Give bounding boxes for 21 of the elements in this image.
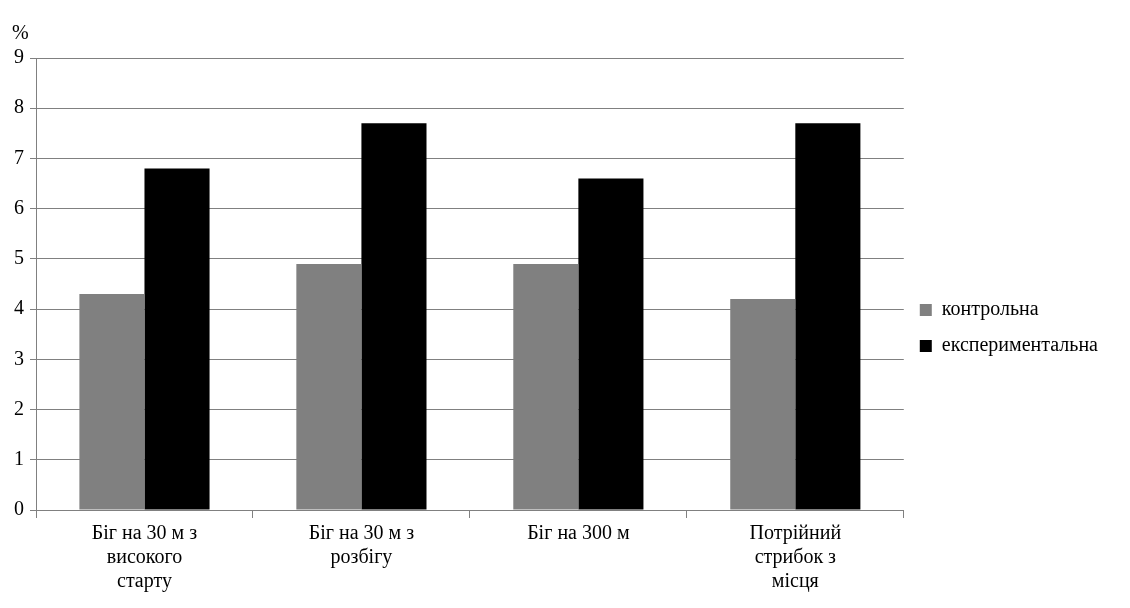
y-tick-label: 9 [14,45,24,68]
x-tick-label: Біг на 300 м [527,521,630,544]
legend-label: контрольна [941,297,1039,321]
y-tick-label: 1 [14,447,24,470]
y-axis-title: % [12,21,29,44]
x-tick-label: Потрійний стрибок з місця [749,521,842,593]
y-tick-label: 8 [14,95,24,118]
bar [578,178,644,510]
y-tick-label: 3 [14,346,24,369]
x-tick-label: Біг на 30 м з високого старту [91,521,198,593]
y-tick-label: 7 [14,145,24,168]
y-tick-label: 0 [14,497,24,520]
bar [361,123,427,510]
y-tick-label: 4 [14,296,24,319]
y-tick-label: 2 [14,396,24,419]
bar [795,123,861,510]
y-tick-label: 5 [14,246,24,269]
x-tick-label: Біг на 30 м з розбігу [308,521,415,569]
y-tick-label: 6 [14,195,24,218]
bar [144,168,210,510]
legend-label: експериментальна [941,333,1099,357]
